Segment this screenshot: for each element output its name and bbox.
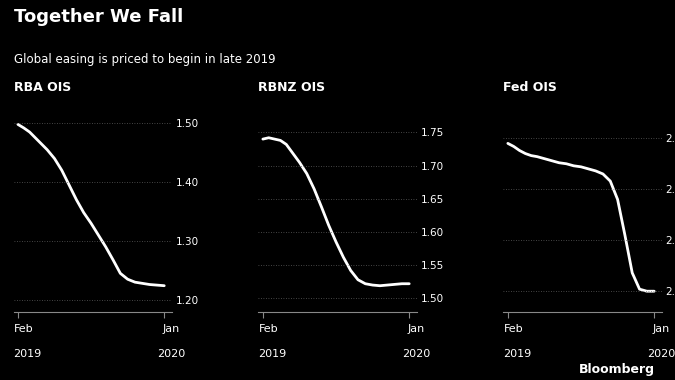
Text: 2019: 2019 [259, 349, 287, 359]
Text: 2020: 2020 [157, 349, 186, 359]
Text: 2020: 2020 [647, 349, 675, 359]
Text: Global easing is priced to begin in late 2019: Global easing is priced to begin in late… [14, 53, 275, 66]
Text: 2019: 2019 [14, 349, 42, 359]
Text: Feb: Feb [504, 324, 523, 334]
Text: Jan: Jan [163, 324, 180, 334]
Text: Feb: Feb [14, 324, 33, 334]
Text: Feb: Feb [259, 324, 278, 334]
Text: Bloomberg: Bloomberg [578, 363, 655, 376]
Text: Together We Fall: Together We Fall [14, 8, 183, 25]
Text: Jan: Jan [408, 324, 425, 334]
Text: 2019: 2019 [504, 349, 532, 359]
Text: RBA OIS: RBA OIS [14, 81, 71, 94]
Text: Fed OIS: Fed OIS [504, 81, 558, 94]
Text: 2020: 2020 [402, 349, 431, 359]
Text: Jan: Jan [653, 324, 670, 334]
Text: RBNZ OIS: RBNZ OIS [259, 81, 325, 94]
